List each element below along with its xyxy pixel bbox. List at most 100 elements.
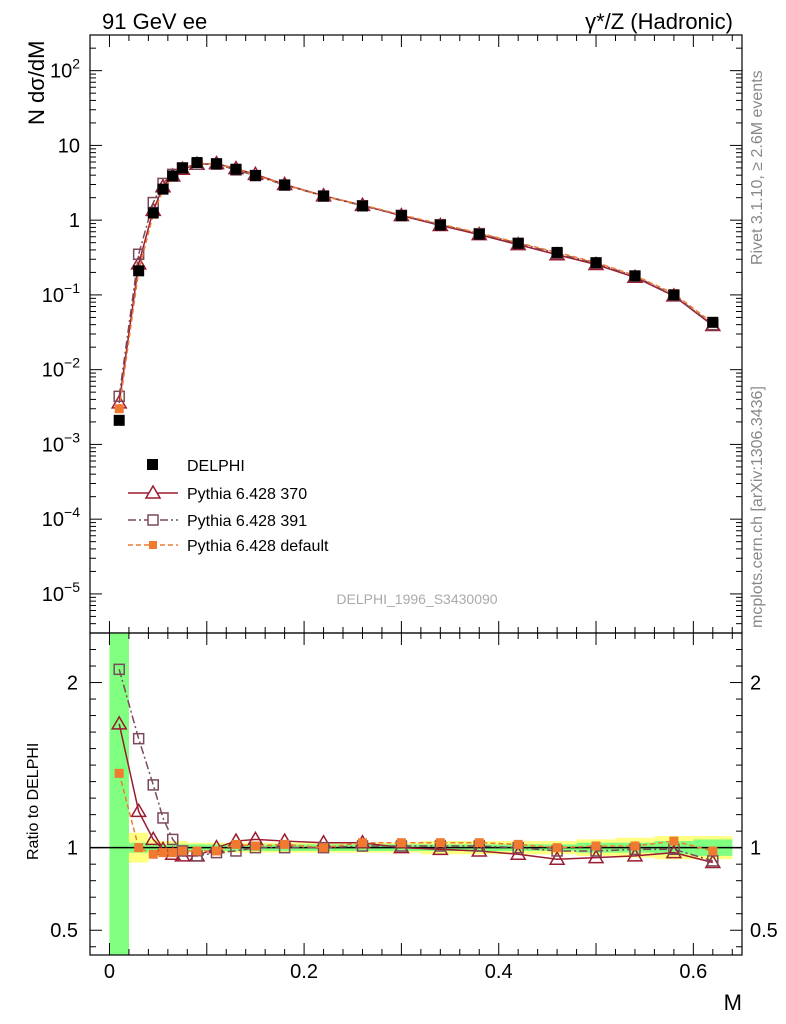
ratio-point-pythia-6-428-391 bbox=[157, 812, 169, 824]
ratio-point-pythia-6-428-default bbox=[435, 838, 445, 848]
ratio-point-pythia-6-428-default bbox=[192, 846, 202, 856]
main-point-delphi bbox=[279, 179, 291, 191]
main-y-tick-label: 10−3 bbox=[42, 429, 80, 456]
ratio-point-pythia-6-428-391 bbox=[176, 845, 189, 857]
main-point-delphi bbox=[211, 158, 223, 170]
ratio-point-pythia-6-428-default bbox=[513, 839, 523, 849]
legend-label-370: Pythia 6.428 370 bbox=[187, 486, 307, 503]
ratio-point-pythia-6-428-370 bbox=[548, 850, 566, 865]
ratio-y-tick-label-right: 1 bbox=[750, 838, 761, 860]
main-point-pythia-6-428-391 bbox=[113, 390, 125, 403]
ratio-point-pythia-6-428-default bbox=[134, 843, 144, 853]
ratio-point-pythia-6-428-default bbox=[630, 841, 640, 851]
main-point-delphi bbox=[668, 289, 680, 301]
x-tick-label: 0 bbox=[104, 961, 115, 983]
main-y-tick-label: 10−2 bbox=[42, 355, 80, 382]
ratio-point-pythia-6-428-default bbox=[114, 768, 124, 778]
header-right: γ*/Z (Hadronic) bbox=[585, 9, 733, 34]
ratio-point-pythia-6-428-default bbox=[591, 841, 601, 851]
ratio-y-tick-label: 0.5 bbox=[50, 920, 78, 942]
ratio-y-tick-label: 2 bbox=[67, 673, 78, 695]
main-point-delphi bbox=[157, 183, 169, 195]
x-axis-label: M bbox=[724, 990, 742, 1015]
ratio-point-pythia-6-428-391 bbox=[166, 833, 179, 846]
main-line-pythia-6-428-391 bbox=[118, 163, 714, 397]
ratio-point-pythia-6-428-default bbox=[669, 836, 679, 846]
ratio-point-pythia-6-428-default bbox=[177, 846, 187, 856]
ratio-point-pythia-6-428-391 bbox=[147, 779, 160, 791]
main-point-delphi bbox=[230, 163, 242, 175]
main-point-delphi bbox=[512, 237, 524, 249]
main-point-delphi bbox=[167, 170, 179, 182]
ratio-point-pythia-6-428-default bbox=[357, 838, 367, 848]
analysis-watermark: DELPHI_1996_S3430090 bbox=[336, 591, 497, 607]
main-y-tick-label: 102 bbox=[50, 56, 80, 83]
main-point-delphi bbox=[191, 157, 203, 169]
ratio-y-tick-label-right: 0.5 bbox=[750, 920, 778, 942]
main-point-delphi bbox=[473, 228, 485, 240]
ratio-point-pythia-6-428-default bbox=[231, 839, 241, 849]
legend-marker-delphi bbox=[147, 459, 158, 470]
legend-marker-391 bbox=[147, 514, 159, 526]
main-point-delphi bbox=[176, 162, 188, 174]
ratio-point-pythia-6-428-370 bbox=[432, 840, 449, 856]
ratio-point-pythia-6-428-default bbox=[552, 843, 562, 853]
main-point-delphi bbox=[434, 219, 446, 231]
main-point-delphi bbox=[395, 210, 407, 222]
legend-label-delphi: DELPHI bbox=[187, 458, 245, 475]
ratio-point-pythia-6-428-default bbox=[708, 846, 718, 856]
ratio-point-pythia-6-428-391 bbox=[707, 855, 719, 867]
ratio-y-tick-label-right: 2 bbox=[750, 673, 761, 695]
ratio-point-pythia-6-428-370 bbox=[130, 802, 147, 818]
ratio-frame bbox=[89, 632, 743, 956]
ratio-y-label: Ratio to DELPHI bbox=[25, 743, 42, 860]
rivet-label: Rivet 3.1.10, ≥ 2.6M events bbox=[749, 70, 766, 265]
ratio-point-pythia-6-428-default bbox=[396, 838, 406, 848]
ratio-point-pythia-6-428-391 bbox=[132, 732, 145, 745]
main-y-tick-label: 10−5 bbox=[42, 579, 80, 606]
main-y-tick-label: 10 bbox=[58, 135, 80, 157]
ratio-point-pythia-6-428-370 bbox=[470, 842, 488, 857]
main-y-label: N dσ/dM bbox=[24, 41, 49, 126]
main-point-delphi bbox=[133, 265, 145, 277]
ratio-point-pythia-6-428-default bbox=[319, 843, 329, 853]
ratio-point-pythia-6-428-default bbox=[148, 849, 158, 859]
ratio-point-pythia-6-428-default bbox=[474, 838, 484, 848]
ratio-point-pythia-6-428-391 bbox=[113, 663, 125, 676]
main-point-pythia-6-428-default bbox=[114, 404, 124, 414]
main-point-delphi bbox=[356, 200, 368, 212]
x-tick-label: 0.6 bbox=[679, 961, 707, 983]
legend-marker-default bbox=[149, 541, 157, 549]
main-point-delphi bbox=[629, 270, 641, 282]
mcplots-label: mcplots.cern.ch [arXiv:1306.3436] bbox=[749, 386, 766, 628]
band-stat bbox=[109, 633, 129, 955]
main-point-delphi bbox=[707, 316, 719, 328]
main-point-delphi bbox=[318, 190, 330, 202]
legend: DELPHI Pythia 6.428 370 Pythia 6.428 391… bbox=[128, 458, 329, 555]
main-y-tick-label: 10−4 bbox=[42, 504, 80, 531]
main-panel: 102 10 1 10−1 10−2 10−3 10−4 10−5 bbox=[42, 34, 743, 634]
header-left: 91 GeV ee bbox=[102, 9, 207, 34]
main-point-delphi bbox=[147, 207, 159, 219]
ratio-point-pythia-6-428-default bbox=[280, 839, 290, 849]
main-line-pythia-6-428-default bbox=[118, 162, 714, 409]
legend-label-391: Pythia 6.428 391 bbox=[187, 513, 307, 530]
ratio-point-pythia-6-428-370 bbox=[110, 715, 128, 730]
ratio-point-pythia-6-428-370 bbox=[704, 854, 722, 869]
main-point-delphi bbox=[113, 414, 125, 426]
legend-marker-370 bbox=[144, 484, 162, 499]
main-y-tick-label: 10−1 bbox=[42, 280, 80, 307]
ratio-point-pythia-6-428-370 bbox=[144, 830, 162, 846]
ratio-y-tick-label: 1 bbox=[67, 838, 78, 860]
ratio-point-pythia-6-428-370 bbox=[665, 844, 683, 859]
main-point-delphi bbox=[249, 170, 261, 182]
legend-label-default: Pythia 6.428 default bbox=[187, 538, 329, 555]
x-tick-label: 0.4 bbox=[485, 961, 513, 983]
main-point-delphi bbox=[590, 257, 602, 269]
ratio-point-pythia-6-428-default bbox=[250, 841, 260, 851]
ratio-line-pythia-6-428-default bbox=[118, 773, 713, 856]
ratio-line-pythia-6-428-391 bbox=[118, 669, 714, 862]
ratio-point-pythia-6-428-default bbox=[168, 848, 178, 858]
main-point-delphi bbox=[551, 246, 563, 258]
